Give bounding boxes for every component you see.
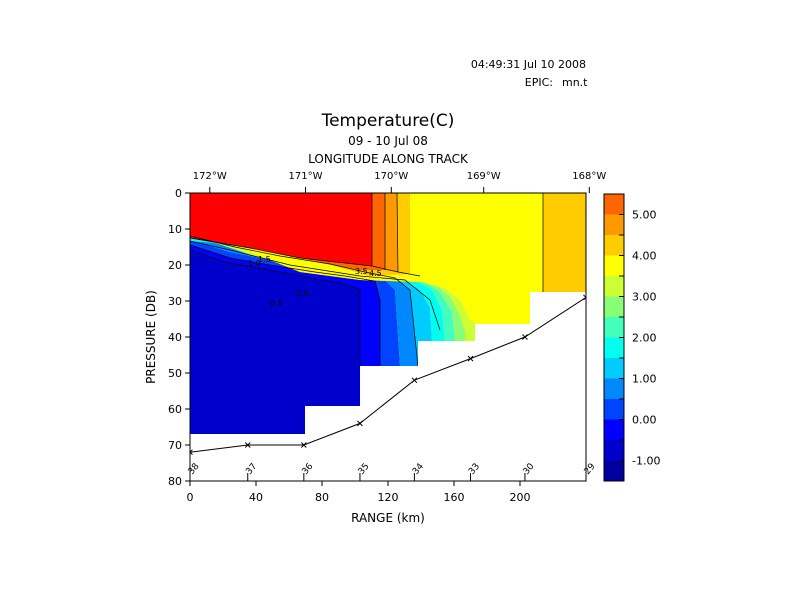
top-tick-label: 168°W [572, 171, 606, 182]
colorbar-tick-label: 4.00 [632, 250, 657, 263]
station-markers [190, 294, 586, 456]
x-tick-label: 200 [510, 491, 531, 504]
station-marker [244, 442, 251, 448]
contour-labels: 0.5 0.5 1.01.5 3.5 4.5 [248, 255, 382, 308]
top-tick-label: 172°W [193, 171, 227, 182]
y-tick-label: 60 [168, 403, 182, 416]
colorbar-tick-label: 1.00 [632, 373, 657, 386]
y-tick-label: 80 [168, 475, 182, 488]
colorbar: 5.00 4.00 3.00 2.00 1.00 0.00 -1.00 [603, 193, 660, 482]
bottom-depth-line [190, 296, 586, 453]
x-tick-label: 80 [315, 491, 329, 504]
colorbar-swatch [604, 419, 624, 440]
colorbar-tick-label: 5.00 [632, 209, 657, 222]
colorbar-swatch [604, 235, 624, 256]
colorbar-tick-label: 2.00 [632, 332, 657, 345]
x-tick-label: 0 [187, 491, 194, 504]
y-axis-label: PRESSURE (DB) [144, 290, 158, 384]
epic-label: EPIC: [525, 76, 553, 89]
chart-title: Temperature(C) [321, 111, 455, 131]
top-tick-label: 170°W [374, 171, 408, 182]
top-axis-title: LONGITUDE ALONG TRACK [308, 152, 469, 166]
colorbar-tick-label: -1.00 [632, 455, 660, 468]
station-marker [190, 449, 193, 456]
y-tick-label: 0 [175, 187, 182, 200]
station-marker [583, 294, 586, 301]
no-data-mask [190, 292, 586, 481]
colorbar-swatch [604, 378, 624, 399]
colorbar-swatch [604, 317, 624, 338]
colorbar-swatch [604, 214, 624, 235]
station-marker [357, 420, 363, 427]
contour-label: 3.5 [355, 267, 368, 276]
colorbar-swatch [604, 399, 624, 420]
top-tick-label: 171°W [289, 171, 323, 182]
colorbar-swatch [604, 337, 624, 358]
contour-label: 1.5 [258, 255, 271, 264]
colorbar-swatch [604, 276, 624, 297]
contour-label: 0.5 [270, 299, 283, 308]
colorbar-tick-label: 3.00 [632, 291, 657, 304]
station-marker [411, 377, 418, 384]
colorbar-swatch [604, 358, 624, 379]
x-axis-label: RANGE (km) [351, 511, 425, 525]
contour-lines [190, 193, 544, 367]
band-deep-cold [190, 250, 360, 434]
y-tick-label: 40 [168, 331, 182, 344]
band-warm-2 [190, 193, 543, 324]
band-east [543, 193, 586, 292]
station-marker [467, 355, 474, 362]
x-tick-label: 160 [444, 491, 465, 504]
contour-label: 1.0 [248, 259, 261, 268]
colorbar-swatch [604, 194, 624, 215]
contour-label: 4.5 [369, 269, 382, 278]
y-tick-label: 10 [168, 223, 182, 236]
temperature-field [190, 193, 586, 481]
y-tick-label: 20 [168, 259, 182, 272]
y-tick-label: 50 [168, 367, 182, 380]
station-marker [300, 442, 307, 448]
band-warm-5 [300, 193, 385, 270]
y-tick-label: 70 [168, 439, 182, 452]
y-tick-label: 30 [168, 295, 182, 308]
colorbar-swatch [604, 296, 624, 317]
band-warmest [190, 193, 372, 266]
timestamp: 04:49:31 Jul 10 2008 [471, 58, 586, 71]
colorbar-swatch [604, 460, 624, 481]
epic-file: mn.t [562, 76, 588, 89]
chart-subtitle: 09 - 10 Jul 08 [348, 134, 428, 148]
colorbar-swatch [604, 440, 624, 461]
band-warm-3 [320, 193, 410, 276]
band-warm-4 [320, 193, 398, 272]
station-marker [522, 334, 528, 340]
colorbar-tick-label: 0.00 [632, 414, 657, 427]
x-tick-label: 120 [378, 491, 399, 504]
x-tick-label: 40 [249, 491, 263, 504]
contour-label: 0.5 [296, 289, 309, 298]
top-tick-label: 169°W [467, 171, 501, 182]
colorbar-swatch [604, 255, 624, 276]
